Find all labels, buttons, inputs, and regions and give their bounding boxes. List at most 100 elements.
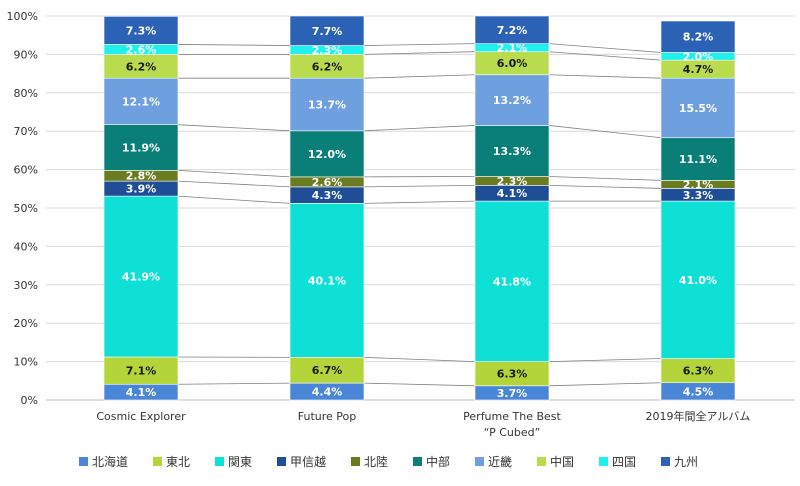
data-label: 4.5% xyxy=(683,385,714,398)
series-connector-line xyxy=(363,184,476,188)
series-connector-line xyxy=(363,356,476,362)
legend-item[interactable]: 九州 xyxy=(661,455,698,469)
legend-item[interactable]: 北海道 xyxy=(79,454,128,469)
data-label: 13.3% xyxy=(493,145,531,158)
legend-label: 甲信越 xyxy=(290,455,326,469)
y-tick-label: 90% xyxy=(14,48,38,61)
y-tick-label: 60% xyxy=(14,164,38,177)
legend-label: 四国 xyxy=(612,455,636,469)
series-connector-line xyxy=(177,124,291,132)
bar-segment xyxy=(660,20,736,53)
data-label: 6.0% xyxy=(497,57,528,70)
legend-swatch xyxy=(215,457,224,466)
data-label: 3.7% xyxy=(497,387,528,400)
legend-item[interactable]: 近畿 xyxy=(475,455,512,469)
legend-swatch xyxy=(475,457,484,466)
legend-label: 北陸 xyxy=(364,455,388,469)
data-label: 2.8% xyxy=(126,170,157,183)
y-tick-label: 30% xyxy=(14,279,38,292)
legend[interactable]: 北海道 東北 関東 甲信越 北陸 中部 近畿 中国 四国 九州 xyxy=(79,454,698,469)
x-tick-label: Future Pop xyxy=(298,410,356,423)
bar-segment xyxy=(289,203,365,358)
series-connector-line xyxy=(177,44,291,46)
legend-label: 九州 xyxy=(674,455,698,469)
bar-segment xyxy=(474,125,550,177)
legend-swatch xyxy=(537,457,546,466)
data-label: 12.1% xyxy=(122,95,160,108)
bar-segment xyxy=(660,200,736,359)
y-tick-label: 20% xyxy=(14,317,38,330)
legend-item[interactable]: 東北 xyxy=(153,455,190,469)
y-tick-label: 50% xyxy=(14,202,38,215)
y-tick-label: 0% xyxy=(21,394,38,407)
legend-label: 中国 xyxy=(550,454,574,469)
data-label: 2.1% xyxy=(497,42,528,55)
series-connector-line xyxy=(363,74,476,79)
data-label: 15.5% xyxy=(679,102,717,115)
legend-item[interactable]: 関東 xyxy=(215,455,252,469)
series-connector-lines xyxy=(177,43,662,387)
legend-swatch xyxy=(153,457,162,466)
bar-segment xyxy=(103,16,179,45)
legend-item[interactable]: 中国 xyxy=(537,454,574,469)
bar-segment xyxy=(660,137,736,181)
data-label: 2.3% xyxy=(497,175,528,188)
data-label: 41.8% xyxy=(493,275,531,288)
data-label: 7.1% xyxy=(126,365,157,378)
x-tick-label: 2019年間全アルバム xyxy=(646,409,751,423)
data-label: 4.1% xyxy=(497,187,528,200)
legend-label: 北海道 xyxy=(92,454,128,469)
data-label: 7.2% xyxy=(497,24,528,37)
bar-segment xyxy=(660,358,736,384)
series-connector-line xyxy=(363,43,476,46)
y-tick-label: 40% xyxy=(14,240,38,253)
data-label: 6.3% xyxy=(497,368,528,381)
data-labels: 4.1% 7.1% 41.9% 3.9%2.8% 11.9% 12.1% 6.2% 2.6% 7… xyxy=(122,24,717,400)
data-label: 3.3% xyxy=(683,189,714,202)
legend-item[interactable]: 中部 xyxy=(413,454,450,469)
x-tick-label: Perfume The Best “P Cubed” xyxy=(463,410,561,439)
data-label: 2.0% xyxy=(683,50,714,63)
bar-segment xyxy=(474,15,550,44)
x-axis: Cosmic Explorer Future Pop Perfume The Bes… xyxy=(96,409,750,439)
legend-label: 関東 xyxy=(228,455,252,469)
legend-item[interactable]: 四国 xyxy=(599,455,636,469)
series-connector-line xyxy=(177,382,291,385)
data-label: 6.7% xyxy=(312,364,343,377)
data-label: 11.1% xyxy=(679,153,717,166)
data-label: 41.0% xyxy=(679,274,717,287)
data-label: 6.3% xyxy=(683,365,714,378)
data-label: 6.2% xyxy=(126,60,157,73)
bar-segment xyxy=(103,77,179,125)
series-connector-line xyxy=(548,358,662,362)
data-label: 4.4% xyxy=(312,386,343,399)
y-tick-label: 100% xyxy=(7,10,38,23)
legend-label: 中部 xyxy=(426,454,450,469)
data-label: 40.1% xyxy=(308,274,346,287)
y-tick-label: 70% xyxy=(14,125,38,138)
series-connector-line xyxy=(363,200,476,204)
data-label: 4.7% xyxy=(683,63,714,76)
bar-segment xyxy=(474,200,550,362)
data-label: 2.6% xyxy=(312,176,343,189)
data-label: 4.1% xyxy=(126,386,157,399)
data-label: 2.6% xyxy=(126,43,157,56)
x-tick-label: Cosmic Explorer xyxy=(96,410,186,423)
legend-item[interactable]: 甲信越 xyxy=(277,455,326,469)
legend-swatch xyxy=(599,457,608,466)
data-label: 7.3% xyxy=(126,24,157,37)
series-connector-line xyxy=(177,180,291,188)
data-label: 2.3% xyxy=(312,44,343,57)
legend-label: 東北 xyxy=(166,455,190,469)
data-label: 41.9% xyxy=(122,271,160,284)
series-connector-line xyxy=(548,176,662,181)
data-label: 11.9% xyxy=(122,142,160,155)
legend-swatch xyxy=(351,457,360,466)
data-label: 13.7% xyxy=(308,99,346,112)
legend-item[interactable]: 北陸 xyxy=(351,455,388,469)
series-connector-line xyxy=(548,74,662,79)
data-label: 4.3% xyxy=(312,189,343,202)
bar-segment xyxy=(289,357,365,384)
y-tick-label: 80% xyxy=(14,87,38,100)
